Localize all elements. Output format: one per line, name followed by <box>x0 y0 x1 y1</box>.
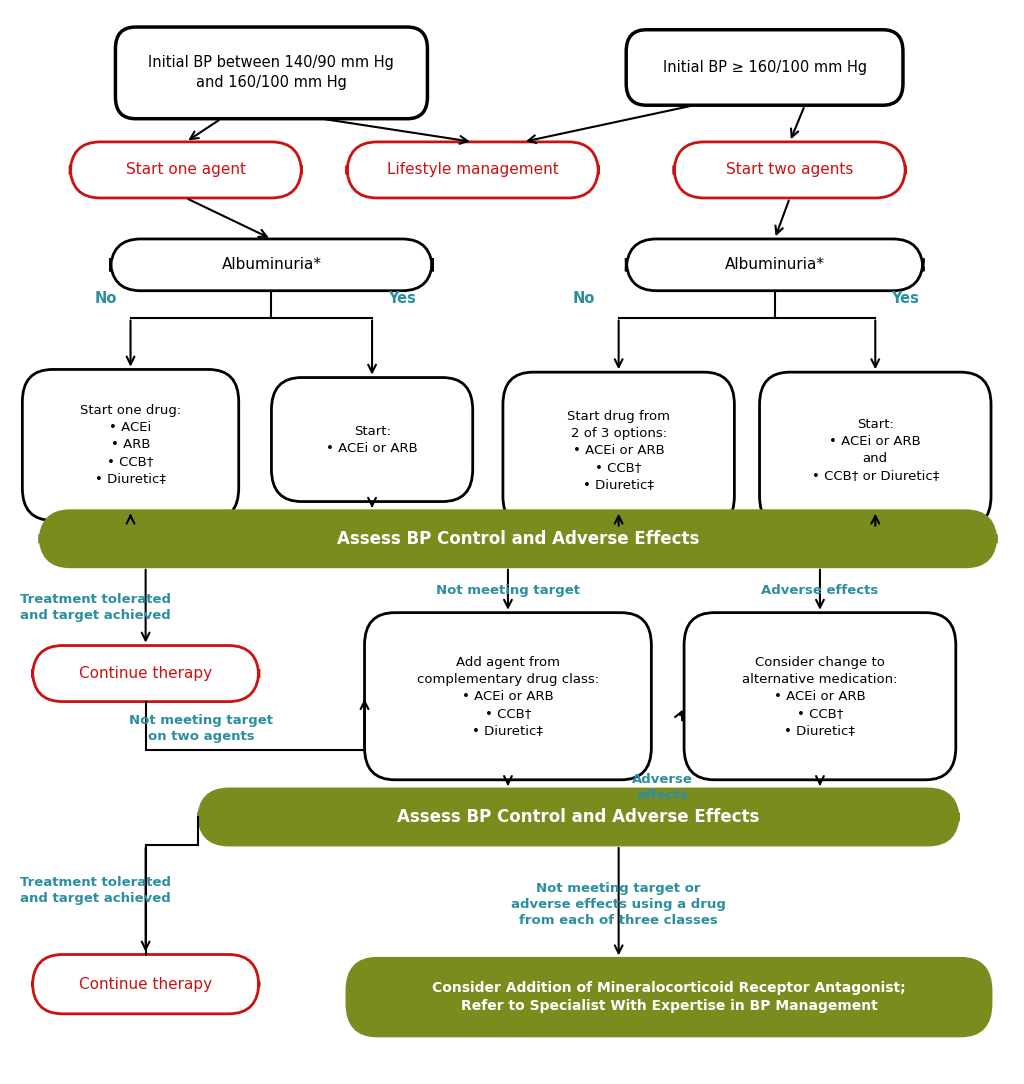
Text: Assess BP Control and Adverse Effects: Assess BP Control and Adverse Effects <box>397 808 760 826</box>
FancyBboxPatch shape <box>365 612 651 779</box>
FancyBboxPatch shape <box>271 377 473 502</box>
Text: Treatment tolerated
and target achieved: Treatment tolerated and target achieved <box>19 876 171 905</box>
FancyBboxPatch shape <box>199 789 958 846</box>
Text: Add agent from
complementary drug class:
• ACEi or ARB
• CCB†
• Diuretic‡: Add agent from complementary drug class:… <box>417 656 599 737</box>
FancyBboxPatch shape <box>347 142 598 198</box>
FancyBboxPatch shape <box>627 29 903 105</box>
Text: Not meeting target: Not meeting target <box>436 584 580 597</box>
Text: Not meeting target or
adverse effects using a drug
from each of three classes: Not meeting target or adverse effects us… <box>511 882 726 927</box>
Text: Start:
• ACEi or ARB: Start: • ACEi or ARB <box>327 425 418 454</box>
Text: No: No <box>94 291 117 306</box>
Text: Continue therapy: Continue therapy <box>79 977 212 992</box>
Text: Adverse
effects: Adverse effects <box>632 773 692 802</box>
Text: Yes: Yes <box>388 291 416 306</box>
Text: Start one agent: Start one agent <box>126 163 246 178</box>
Text: Initial BP ≥ 160/100 mm Hg: Initial BP ≥ 160/100 mm Hg <box>663 60 866 75</box>
FancyBboxPatch shape <box>33 955 259 1014</box>
Text: Start one drug:
• ACEi
• ARB
• CCB†
• Diuretic‡: Start one drug: • ACEi • ARB • CCB† • Di… <box>80 404 181 486</box>
FancyBboxPatch shape <box>111 238 432 291</box>
FancyBboxPatch shape <box>760 372 991 529</box>
FancyBboxPatch shape <box>627 238 923 291</box>
Text: Continue therapy: Continue therapy <box>79 666 212 681</box>
Text: No: No <box>572 291 595 306</box>
Text: Start two agents: Start two agents <box>726 163 853 178</box>
FancyBboxPatch shape <box>116 27 427 119</box>
FancyBboxPatch shape <box>33 646 259 701</box>
Text: Initial BP between 140/90 mm Hg
and 160/100 mm Hg: Initial BP between 140/90 mm Hg and 160/… <box>148 55 394 90</box>
Text: Adverse effects: Adverse effects <box>761 584 879 597</box>
FancyBboxPatch shape <box>503 372 734 529</box>
Text: Consider change to
alternative medication:
• ACEi or ARB
• CCB†
• Diuretic‡: Consider change to alternative medicatio… <box>742 656 898 737</box>
Text: Treatment tolerated
and target achieved: Treatment tolerated and target achieved <box>19 593 171 622</box>
Text: Lifestyle management: Lifestyle management <box>387 163 558 178</box>
FancyBboxPatch shape <box>674 142 905 198</box>
Text: Not meeting target
on two agents: Not meeting target on two agents <box>129 714 273 743</box>
FancyBboxPatch shape <box>40 511 996 567</box>
Text: Yes: Yes <box>892 291 920 306</box>
Text: Albuminuria*: Albuminuria* <box>221 257 322 272</box>
Text: Consider Addition of Mineralocorticoid Receptor Antagonist;
Refer to Specialist : Consider Addition of Mineralocorticoid R… <box>432 981 906 1014</box>
FancyBboxPatch shape <box>23 370 239 520</box>
FancyBboxPatch shape <box>684 612 955 779</box>
Text: Start drug from
2 of 3 options:
• ACEi or ARB
• CCB†
• Diuretic‡: Start drug from 2 of 3 options: • ACEi o… <box>567 410 670 491</box>
FancyBboxPatch shape <box>70 142 302 198</box>
Text: Assess BP Control and Adverse Effects: Assess BP Control and Adverse Effects <box>337 530 699 547</box>
FancyBboxPatch shape <box>347 958 991 1036</box>
Text: Albuminuria*: Albuminuria* <box>725 257 824 272</box>
Text: Start:
• ACEi or ARB
and
• CCB† or Diuretic‡: Start: • ACEi or ARB and • CCB† or Diure… <box>812 418 939 482</box>
